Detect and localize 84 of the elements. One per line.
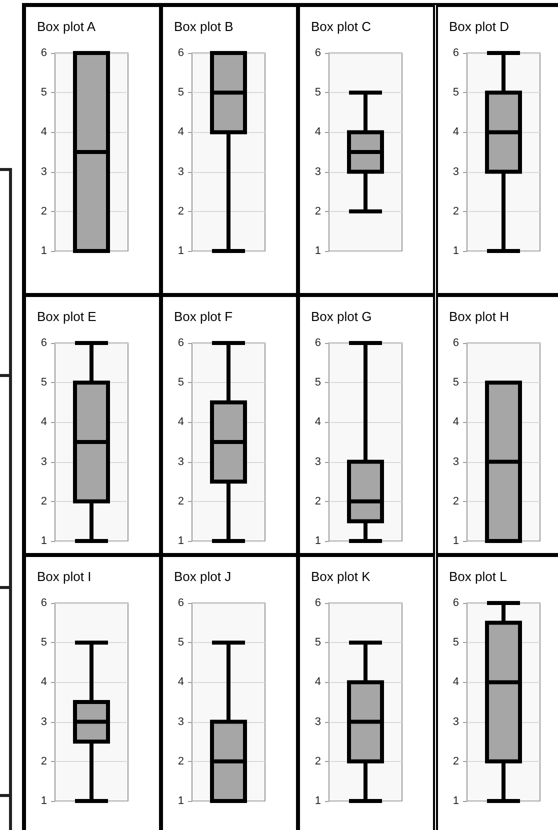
y-tick-label: 1 <box>40 245 47 257</box>
y-tick-label: 3 <box>40 166 47 178</box>
chart-title: Box plot A <box>37 19 96 34</box>
y-tick-label: 4 <box>40 416 47 428</box>
y-tick-label: 3 <box>40 456 47 468</box>
y-tick-label: 5 <box>314 86 321 99</box>
y-tick-label: 2 <box>314 205 321 218</box>
y-tick-label: 6 <box>452 337 459 349</box>
chart-title: Box plot G <box>311 309 372 324</box>
y-tick-label: 3 <box>314 456 321 468</box>
y-tick-label: 3 <box>40 716 47 728</box>
y-tick-label: 6 <box>178 597 184 609</box>
y-tick-label: 4 <box>178 126 184 138</box>
y-tick-label: 2 <box>452 755 459 768</box>
y-tick-label: 6 <box>452 597 459 609</box>
y-tick-label: 1 <box>452 245 459 257</box>
y-tick-label: 2 <box>178 205 184 218</box>
y-tick-label: 6 <box>314 47 321 59</box>
chart-title: Box plot E <box>37 309 97 324</box>
y-tick-label: 4 <box>40 676 47 688</box>
chart-title: Box plot B <box>174 19 234 34</box>
chart-title: Box plot D <box>449 19 509 34</box>
chart-title: Box plot C <box>311 19 371 34</box>
y-tick-label: 1 <box>452 535 459 547</box>
y-tick-label: 3 <box>452 716 459 728</box>
y-tick-label: 6 <box>178 337 184 349</box>
y-tick-label: 1 <box>40 535 47 547</box>
y-tick-label: 5 <box>452 636 459 649</box>
y-tick-label: 1 <box>178 795 184 807</box>
y-tick-label: 6 <box>40 597 47 609</box>
y-tick-label: 5 <box>452 86 459 99</box>
y-tick-label: 6 <box>314 337 321 349</box>
y-tick-label: 3 <box>314 716 321 728</box>
chart-title: Box plot I <box>37 569 92 584</box>
y-tick-label: 5 <box>314 636 321 649</box>
y-tick-label: 5 <box>452 376 459 389</box>
y-tick-label: 2 <box>40 205 47 218</box>
y-tick-label: 4 <box>178 676 184 688</box>
y-tick-label: 3 <box>452 456 459 468</box>
y-tick-label: 2 <box>178 495 184 508</box>
y-tick-label: 3 <box>178 716 184 728</box>
y-tick-label: 2 <box>452 205 459 218</box>
chart-title: Box plot L <box>449 569 507 584</box>
y-tick-label: 4 <box>314 676 321 688</box>
y-tick-label: 3 <box>178 166 184 178</box>
y-tick-label: 2 <box>452 495 459 508</box>
y-tick-label: 1 <box>314 535 321 547</box>
y-tick-label: 2 <box>40 495 47 508</box>
y-tick-label: 4 <box>452 126 459 138</box>
y-tick-label: 6 <box>40 337 47 349</box>
y-tick-label: 4 <box>40 126 47 138</box>
y-tick-label: 2 <box>314 755 321 768</box>
y-tick-label: 5 <box>178 86 184 99</box>
y-tick-label: 5 <box>178 376 184 389</box>
y-tick-label: 1 <box>314 795 321 807</box>
y-tick-label: 5 <box>40 86 47 99</box>
y-tick-label: 1 <box>178 245 184 257</box>
y-tick-label: 2 <box>40 755 47 768</box>
y-tick-label: 6 <box>178 47 184 59</box>
y-tick-label: 6 <box>452 47 459 59</box>
chart-title: Box plot H <box>449 309 509 324</box>
y-tick-label: 4 <box>314 416 321 428</box>
y-tick-label: 1 <box>314 245 321 257</box>
y-tick-label: 4 <box>452 676 459 688</box>
chart-title: Box plot J <box>174 569 232 584</box>
y-tick-label: 4 <box>452 416 459 428</box>
y-tick-label: 1 <box>452 795 459 807</box>
y-tick-label: 4 <box>314 126 321 138</box>
y-tick-label: 5 <box>40 636 47 649</box>
chart-title: Box plot K <box>311 569 371 584</box>
y-tick-label: 4 <box>178 416 184 428</box>
y-tick-label: 2 <box>178 755 184 768</box>
y-tick-label: 1 <box>40 795 47 807</box>
y-tick-label: 5 <box>178 636 184 649</box>
y-tick-label: 5 <box>40 376 47 389</box>
y-tick-label: 3 <box>314 166 321 178</box>
y-tick-label: 5 <box>314 376 321 389</box>
y-tick-label: 6 <box>314 597 321 609</box>
y-tick-label: 2 <box>314 495 321 508</box>
y-tick-label: 6 <box>40 47 47 59</box>
y-tick-label: 3 <box>178 456 184 468</box>
chart-title: Box plot F <box>174 309 233 324</box>
y-tick-label: 3 <box>452 166 459 178</box>
y-tick-label: 1 <box>178 535 184 547</box>
